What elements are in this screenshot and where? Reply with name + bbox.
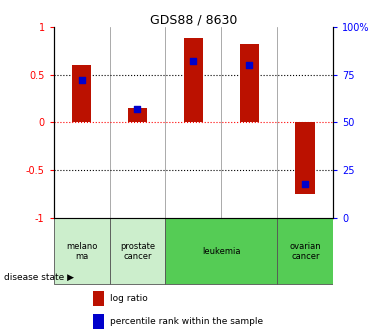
FancyBboxPatch shape (110, 218, 165, 285)
Bar (93, 291, 104, 306)
Text: disease state ▶: disease state ▶ (4, 273, 74, 282)
Point (79, 78, 85, 83)
Text: melano
ma: melano ma (66, 242, 97, 261)
Bar (93, 314, 104, 329)
Bar (128, 108, 147, 122)
Text: log ratio: log ratio (110, 294, 147, 303)
FancyBboxPatch shape (277, 218, 333, 285)
Bar (72, 65, 92, 122)
Text: percentile rank within the sample: percentile rank within the sample (110, 317, 263, 326)
FancyBboxPatch shape (165, 218, 277, 285)
Text: ovarian
cancer: ovarian cancer (290, 242, 321, 261)
Point (190, 58, 196, 64)
Text: leukemia: leukemia (202, 247, 241, 256)
Point (302, 181, 308, 186)
Bar (183, 38, 203, 122)
Point (246, 62, 252, 68)
Point (134, 107, 141, 112)
Bar (239, 44, 259, 122)
Text: prostate
cancer: prostate cancer (120, 242, 155, 261)
Title: GDS88 / 8630: GDS88 / 8630 (150, 14, 237, 27)
Bar (295, 122, 315, 194)
FancyBboxPatch shape (54, 218, 110, 285)
